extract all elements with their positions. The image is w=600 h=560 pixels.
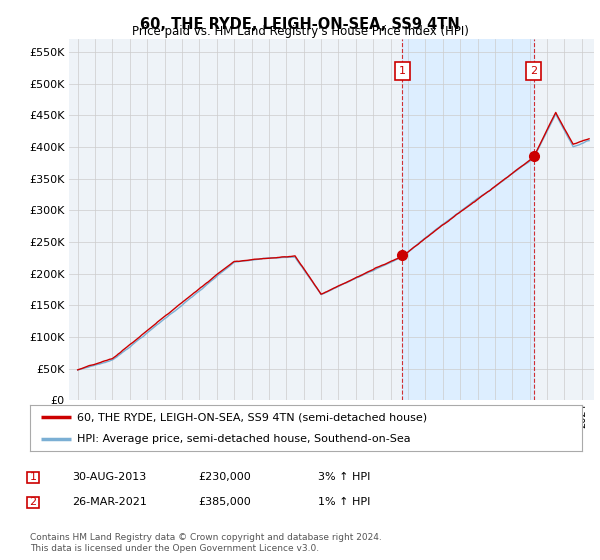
Text: £230,000: £230,000: [198, 472, 251, 482]
Text: Price paid vs. HM Land Registry's House Price Index (HPI): Price paid vs. HM Land Registry's House …: [131, 25, 469, 38]
Text: 60, THE RYDE, LEIGH-ON-SEA, SS9 4TN: 60, THE RYDE, LEIGH-ON-SEA, SS9 4TN: [140, 17, 460, 32]
Text: 1: 1: [399, 66, 406, 76]
Bar: [402, 39, 533, 400]
Text: £385,000: £385,000: [198, 497, 251, 507]
Text: 2: 2: [29, 497, 37, 507]
Text: 2: 2: [530, 66, 537, 76]
Text: 26-MAR-2021: 26-MAR-2021: [72, 497, 147, 507]
Text: 60, THE RYDE, LEIGH-ON-SEA, SS9 4TN (semi-detached house): 60, THE RYDE, LEIGH-ON-SEA, SS9 4TN (sem…: [77, 412, 427, 422]
Text: Contains HM Land Registry data © Crown copyright and database right 2024.
This d: Contains HM Land Registry data © Crown c…: [30, 533, 382, 553]
Text: 3% ↑ HPI: 3% ↑ HPI: [318, 472, 370, 482]
Text: 30-AUG-2013: 30-AUG-2013: [72, 472, 146, 482]
Text: 1% ↑ HPI: 1% ↑ HPI: [318, 497, 370, 507]
Text: HPI: Average price, semi-detached house, Southend-on-Sea: HPI: Average price, semi-detached house,…: [77, 435, 410, 444]
Text: 1: 1: [29, 472, 37, 482]
